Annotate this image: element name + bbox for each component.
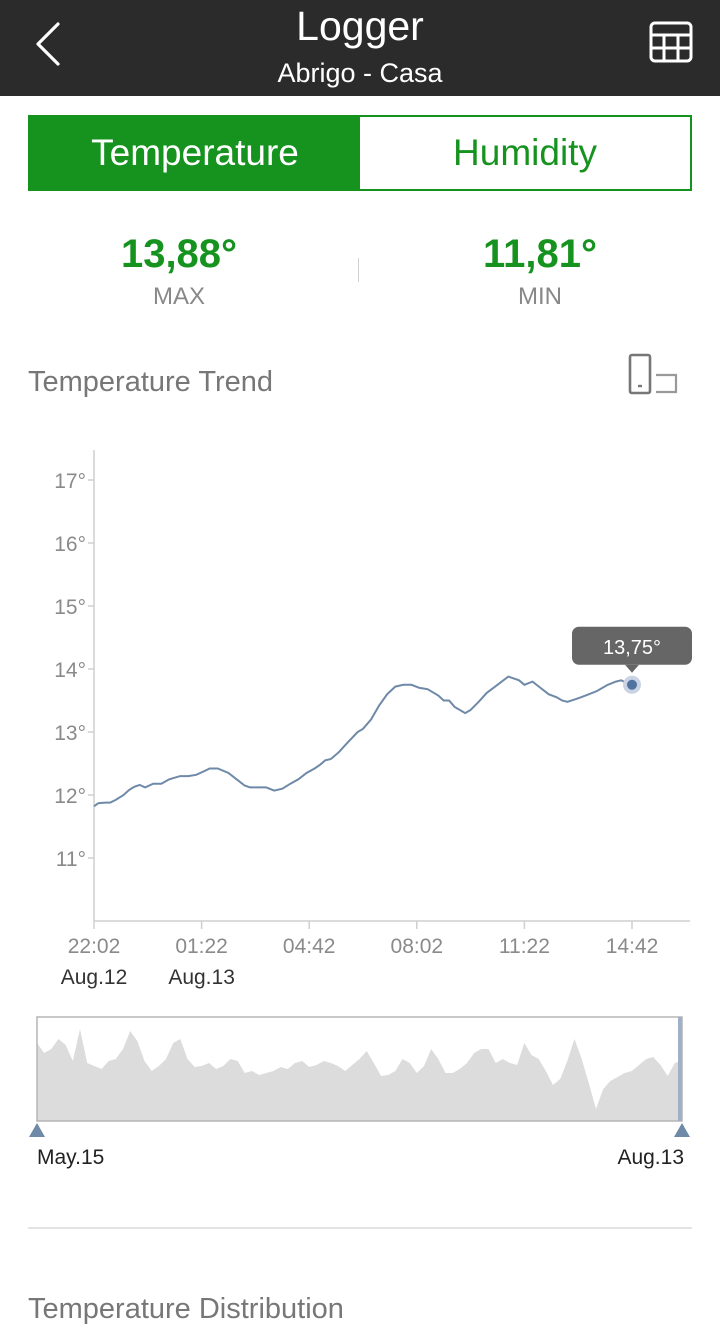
tooltip-box [572,626,692,665]
selected-point [627,679,637,690]
trend-title: Temperature Trend [28,366,274,398]
tab-temperature[interactable]: Temperature [30,117,360,189]
y-tick-label: 14° [54,659,86,682]
table-view-button[interactable] [644,18,698,68]
range-end-handle [674,1123,690,1137]
y-tick-label: 16° [54,533,86,556]
y-tick-label: 12° [54,785,86,808]
rotate-screen-button[interactable] [626,352,682,398]
back-button[interactable] [22,14,78,74]
rotate-screen-icon [628,353,678,395]
max-stat: 13,88° MAX [29,228,329,312]
max-value: 13,88° [120,232,238,276]
x-tick-date-label: Aug.13 [168,966,235,989]
x-tick-label: 01:22 [175,935,228,958]
min-label: MIN [518,283,562,310]
y-tick-label: 11° [56,848,86,871]
y-tick-label: 17° [54,470,86,493]
y-tick-label: 13° [54,722,86,745]
y-tick-label: 15° [54,596,86,619]
stats-divider [358,258,359,282]
chevron-left-icon [36,22,60,66]
x-tick-label: 22:02 [68,935,121,958]
app-header: Logger Abrigo - Casa [0,0,720,96]
temperature-series-line [93,675,633,808]
tooltip-label: 13,75° [603,637,661,659]
distribution-title: Temperature Distribution [28,1293,344,1325]
x-tick-label: 14:42 [606,935,659,958]
range-start-label: May.15 [37,1146,104,1169]
x-tick-label: 04:42 [283,935,336,958]
x-tick-date-label: Aug.12 [61,966,128,989]
x-tick-label: 11:22 [499,935,550,958]
range-navigator-chart[interactable]: May.15 Aug.13 [0,1010,720,1180]
x-tick-label: 08:02 [391,935,444,958]
page-subtitle: Abrigo - Casa [277,58,443,88]
tooltip-pointer [625,664,639,673]
tab-humidity[interactable]: Humidity [360,117,690,189]
min-value: 11,81° [483,232,597,276]
section-divider [28,1227,692,1229]
metric-tabs: Temperature Humidity [28,115,692,191]
temperature-trend-chart[interactable]: 11° 12° 13° 14° 15° 16° 17° 22:02 Aug.12 01:22 Aug… [0,440,720,1000]
page-title: Logger [296,3,424,49]
range-start-handle [29,1123,45,1137]
navigator-area [37,1029,682,1121]
navigator-selection-edge [678,1017,682,1121]
max-label: MAX [152,283,205,310]
grid-table-icon [649,21,693,63]
range-end-label: Aug.13 [617,1146,684,1169]
min-stat: 11,81° MIN [390,228,690,312]
